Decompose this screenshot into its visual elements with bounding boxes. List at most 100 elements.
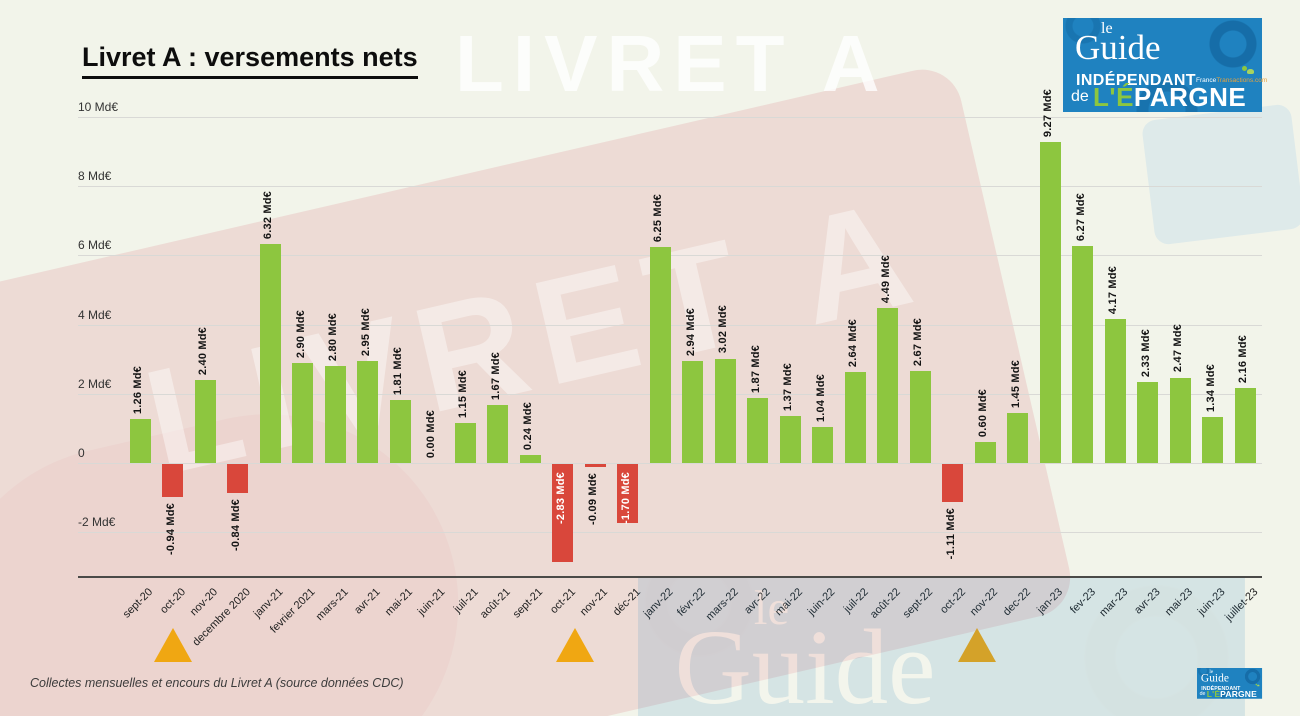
y-tick-label: 4 Md€ bbox=[78, 307, 112, 322]
logo-independant-word: INDÉPENDANT bbox=[1076, 72, 1196, 89]
bar-value-label: 6.27 Md€ bbox=[1074, 192, 1087, 242]
logo-independant-text: INDÉPENDANTFranceTransactions.com bbox=[1076, 72, 1267, 90]
bar-value-label: -2.83 Md€ bbox=[554, 472, 567, 524]
y-tick-label: -2 Md€ bbox=[78, 515, 116, 530]
logo-le-text: le bbox=[753, 584, 790, 636]
logo-francetransactions-text: FranceTransactions.com bbox=[1196, 77, 1267, 84]
source-note: Collectes mensuelles et encours du Livre… bbox=[30, 676, 404, 690]
x-axis-label: mai-21 bbox=[383, 586, 416, 619]
rate-change-marker-triangle bbox=[153, 628, 192, 662]
bar bbox=[162, 464, 183, 497]
logo-epargne-accent: L'É bbox=[1093, 82, 1134, 112]
x-axis-label: juin-21 bbox=[416, 586, 448, 618]
bar bbox=[1104, 318, 1126, 463]
x-axis-label: août-21 bbox=[478, 586, 513, 621]
bar-value-label: -1.70 Md€ bbox=[619, 472, 632, 524]
gridline bbox=[78, 532, 1262, 534]
logo-site-orange: Transactions.com bbox=[1216, 77, 1268, 84]
bar-value-label: 2.94 Md€ bbox=[684, 308, 697, 357]
bar-value-label: 2.64 Md€ bbox=[847, 318, 859, 367]
bar-value-label: 1.04 Md€ bbox=[814, 373, 827, 423]
bar bbox=[324, 366, 346, 463]
bar bbox=[974, 442, 996, 463]
bar bbox=[747, 398, 768, 463]
bar bbox=[617, 464, 638, 523]
x-axis-label: mars-21 bbox=[313, 586, 351, 624]
gridline bbox=[78, 463, 1262, 464]
x-axis-label: sept-20 bbox=[121, 586, 156, 621]
people-icon bbox=[1255, 683, 1260, 687]
y-tick-label: 8 Md€ bbox=[78, 169, 112, 184]
bar bbox=[649, 246, 671, 463]
bar-value-label: -0.84 Md€ bbox=[229, 499, 242, 551]
bar bbox=[584, 464, 606, 468]
bar bbox=[1007, 412, 1028, 463]
bar-value-label: 1.67 Md€ bbox=[489, 352, 502, 401]
bar-value-label: 2.47 Md€ bbox=[1172, 324, 1184, 373]
bar-value-label: 9.27 Md€ bbox=[1042, 89, 1054, 138]
bar-value-label: 0.60 Md€ bbox=[977, 389, 989, 438]
y-tick-label: 6 Md€ bbox=[78, 238, 112, 253]
bar-value-label: -0.94 Md€ bbox=[164, 502, 177, 555]
bar-value-label: 2.33 Md€ bbox=[1139, 329, 1152, 378]
bar-value-label: 1.26 Md€ bbox=[132, 366, 144, 415]
bar bbox=[357, 360, 378, 463]
bar bbox=[129, 419, 151, 463]
bar bbox=[1202, 416, 1223, 463]
y-tick-label: 0 bbox=[78, 446, 85, 460]
bar-value-label: 2.40 Md€ bbox=[197, 326, 209, 375]
logo-epargne-text: L'ÉPARGNE bbox=[1207, 689, 1257, 699]
logo-guide-text: Guide bbox=[1075, 28, 1161, 67]
bar bbox=[909, 370, 931, 463]
watermark-livret-a-top: LIVRET A bbox=[455, 19, 889, 108]
bar bbox=[552, 464, 573, 562]
bar-value-label: 6.32 Md€ bbox=[262, 191, 274, 240]
logo-independant-word: INDÉPENDANT bbox=[1201, 685, 1241, 692]
x-axis-label: sept-21 bbox=[511, 586, 546, 621]
bar bbox=[1039, 142, 1061, 463]
page-title: Livret A : versements nets bbox=[82, 42, 418, 79]
bar bbox=[227, 464, 248, 494]
bar bbox=[844, 371, 866, 463]
bar-value-label: 1.34 Md€ bbox=[1204, 363, 1217, 412]
logo-de-text: de bbox=[1071, 88, 1089, 105]
bar bbox=[194, 379, 216, 463]
rate-change-marker-triangle bbox=[957, 628, 996, 662]
guide-epargne-logo-box: le Guide INDÉPENDANT de L'ÉPARGNE bbox=[638, 578, 1245, 716]
logo-epargne-rest: PARGNE bbox=[1133, 82, 1247, 112]
guide-epargne-logo-small: le Guide INDÉPENDANT de L'ÉPARGNE bbox=[1197, 668, 1300, 716]
gridline bbox=[78, 186, 1262, 188]
guide-epargne-logo-watermark: le Guide INDÉPENDANT de L'ÉPARGNE bbox=[638, 578, 1245, 716]
bar-value-label: 2.80 Md€ bbox=[327, 313, 339, 362]
bar-value-label: 6.25 Md€ bbox=[652, 193, 664, 242]
bar-value-label: 1.15 Md€ bbox=[457, 370, 469, 419]
bar-value-label: 0.00 Md€ bbox=[424, 409, 437, 458]
bar-value-label: 3.02 Md€ bbox=[717, 305, 729, 354]
bar bbox=[682, 361, 703, 463]
x-axis-label: nov-21 bbox=[578, 586, 611, 619]
bar bbox=[389, 400, 411, 463]
x-axis-label: decembre 2020 bbox=[190, 586, 253, 649]
logo-site-white: France bbox=[1195, 77, 1217, 84]
bar-value-label: -0.09 Md€ bbox=[587, 473, 599, 526]
bar-value-label: 1.37 Md€ bbox=[782, 362, 794, 411]
bar bbox=[519, 454, 541, 463]
people-icon bbox=[1241, 66, 1255, 76]
bar-value-label: -1.11 Md€ bbox=[944, 508, 957, 560]
x-axis-label: juil-21 bbox=[451, 586, 481, 616]
logo-le-text: le bbox=[1209, 668, 1214, 675]
bar-value-label: 4.17 Md€ bbox=[1107, 265, 1119, 314]
bar-value-label: 4.49 Md€ bbox=[879, 254, 892, 303]
bar bbox=[1234, 388, 1256, 463]
bar bbox=[942, 464, 963, 503]
bar bbox=[292, 362, 313, 463]
bar bbox=[454, 423, 476, 463]
bar-value-label: 2.16 Md€ bbox=[1237, 335, 1249, 384]
bar bbox=[877, 307, 898, 463]
gridline bbox=[78, 117, 1262, 118]
bar bbox=[1072, 246, 1093, 463]
logo-le-text: le bbox=[1101, 20, 1113, 37]
rate-change-marker-triangle bbox=[555, 628, 594, 662]
